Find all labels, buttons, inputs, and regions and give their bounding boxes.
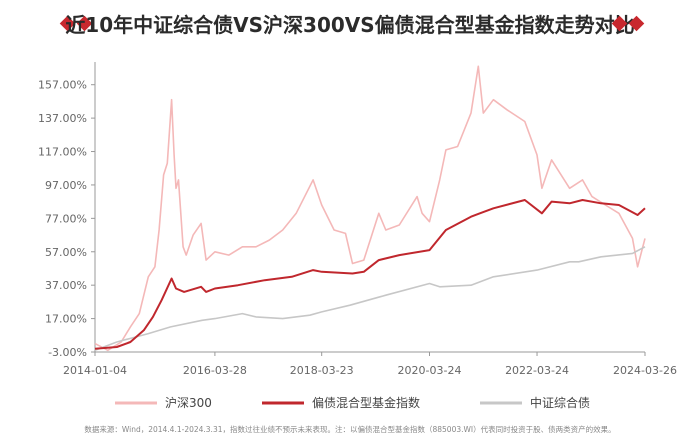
legend-label-hs300: 沪深300 <box>165 396 212 410</box>
series-line-bond_mixed <box>94 199 646 350</box>
x-tick-label: 2024-03-26 <box>613 364 677 377</box>
y-tick-label: 117.00% <box>38 146 87 159</box>
line-chart: -3.00% 17.00% 37.00% 57.00% 77.00% 97.00% 117.… <box>38 62 677 410</box>
y-tick-label: 157.00% <box>38 79 87 92</box>
axes <box>94 62 645 353</box>
y-tick-label: 77.00% <box>45 212 87 225</box>
y-axis-ticks: -3.00% 17.00% 37.00% 57.00% 77.00% 97.00% 117.… <box>38 79 95 359</box>
legend: 沪深300 偏债混合型基金指数 中证综合债 <box>115 395 590 410</box>
series-line-hs300 <box>94 65 646 352</box>
y-tick-label: 37.00% <box>45 279 87 292</box>
source-note: 数据来源：Wind，2014.4.1-2024.3.31，指数过往业绩不预示未来… <box>84 425 616 434</box>
x-axis-ticks: 2014-01-04 2016-03-28 2018-03-23 2020-03-24… <box>63 352 677 377</box>
series-line-bond_index <box>94 246 646 352</box>
y-tick-label: -3.00% <box>48 346 87 359</box>
x-tick-label: 2018-03-23 <box>290 364 354 377</box>
x-tick-label: 2014-01-04 <box>63 364 127 377</box>
title-bar: 近10年中证综合债VS沪深300VS偏债混合型基金指数走势对比 <box>0 0 700 44</box>
y-tick-label: 17.00% <box>45 313 87 326</box>
y-tick-label: 137.00% <box>38 112 87 125</box>
y-tick-label: 97.00% <box>45 179 87 192</box>
legend-label-bond_mixed: 偏债混合型基金指数 <box>312 395 420 410</box>
chart-title: 近10年中证综合债VS沪深300VS偏债混合型基金指数走势对比 <box>65 13 635 37</box>
x-tick-label: 2020-03-24 <box>398 364 462 377</box>
series-lines <box>94 65 646 352</box>
x-tick-label: 2016-03-28 <box>183 364 247 377</box>
legend-label-bond_index: 中证综合债 <box>530 395 590 410</box>
x-tick-label: 2022-03-24 <box>505 364 569 377</box>
y-tick-label: 57.00% <box>45 246 87 259</box>
